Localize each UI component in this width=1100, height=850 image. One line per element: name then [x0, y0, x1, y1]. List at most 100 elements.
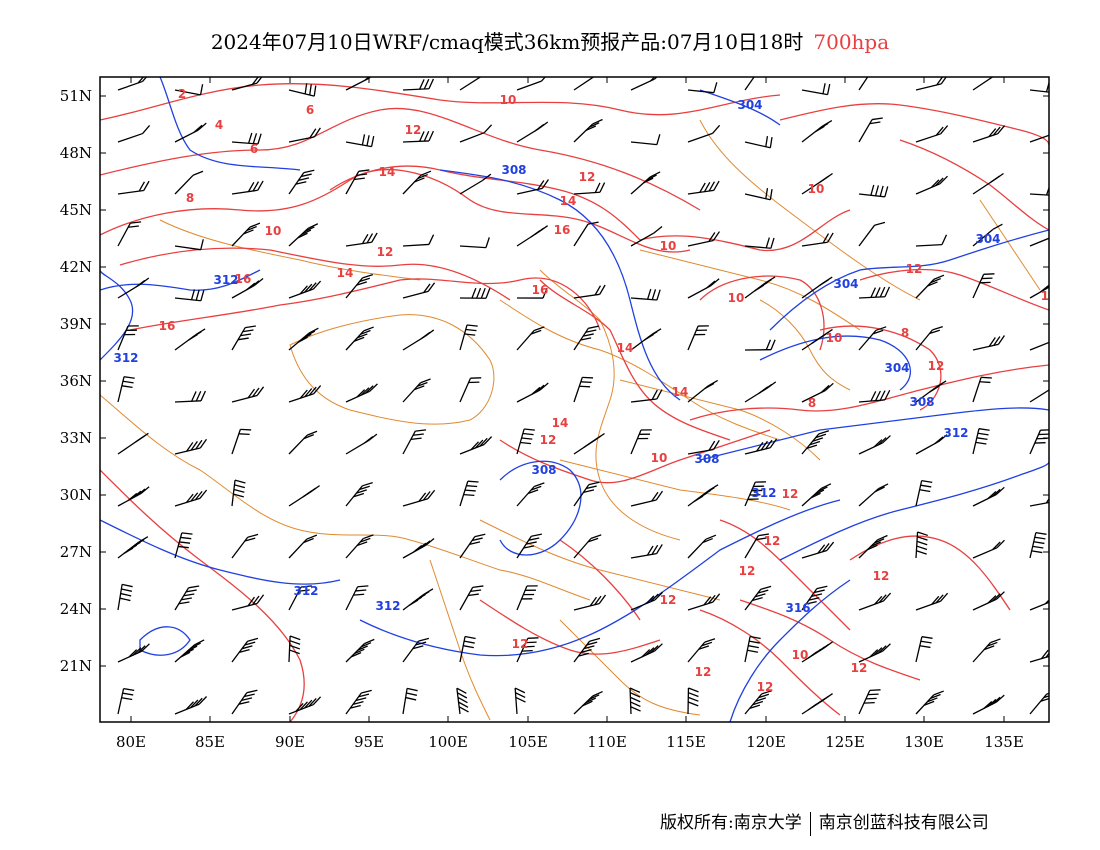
wind-barb [117, 180, 150, 195]
wind-barb [174, 639, 205, 663]
wind-barb [174, 696, 208, 715]
wind-barb [801, 276, 833, 299]
temperature-label: 16 [554, 223, 571, 237]
wind-barb [629, 687, 641, 715]
temperature-label: 4 [215, 118, 223, 132]
wind-barb [744, 339, 776, 351]
wind-barb [972, 591, 1005, 611]
lat-tick-label: 27N [60, 543, 92, 561]
temperature-label: 2 [178, 87, 186, 101]
wind-barb [231, 222, 261, 247]
wind-barb [744, 438, 778, 455]
wind-barb [516, 326, 545, 351]
temperature-label: 16 [159, 319, 176, 333]
lon-tick-label: 130E [904, 733, 944, 751]
lat-tick-label: 45N [60, 201, 92, 219]
height-label: 312 [375, 599, 400, 613]
height-label: 304 [833, 277, 858, 291]
wind-barb [402, 78, 435, 91]
temperature-label: 6 [306, 103, 314, 117]
height-label: 316 [785, 601, 810, 615]
lat-tick-label: 42N [60, 258, 92, 276]
wind-barb [915, 434, 948, 455]
wind-barb [231, 689, 258, 715]
wind-barb [345, 77, 372, 91]
wind-barb [345, 534, 374, 559]
wind-barb [915, 125, 949, 143]
wind-barb [573, 221, 599, 247]
wind-barb [915, 380, 947, 403]
wind-barb [801, 232, 834, 247]
longitude-axis: 80E 85E 90E 95E 100E 105E 110E 115E 120E 125E 130E… [116, 77, 1024, 751]
wind-barb [858, 643, 891, 663]
wind-barb [231, 180, 264, 195]
wind-barb [801, 120, 833, 143]
wind-barb [456, 687, 469, 715]
wind-barb [573, 376, 594, 403]
wind-barb [573, 481, 600, 507]
wind-barb [573, 432, 605, 455]
wind-barb [744, 187, 773, 201]
wind-barb [915, 592, 949, 611]
wind-barb [744, 276, 776, 299]
lat-tick-label: 21N [60, 657, 92, 675]
wind-barb [744, 533, 770, 559]
wind-barb [459, 635, 476, 663]
wind-barb [573, 182, 606, 195]
wind-barb [288, 696, 322, 715]
wind-barb [402, 538, 435, 559]
wind-barb [1029, 532, 1047, 559]
temperature-label: 14 [379, 165, 396, 179]
wind-barb [972, 694, 1005, 715]
temperature-label: 10 [728, 291, 745, 305]
wind-barb [345, 274, 373, 299]
wind-barb [801, 585, 828, 611]
wind-barb [744, 585, 772, 611]
wind-barb [687, 439, 720, 455]
lon-tick-label: 100E [428, 733, 468, 751]
temperature-label: 6 [250, 142, 258, 156]
wind-barb [345, 169, 370, 195]
wind-barb [516, 287, 548, 299]
wind-barb [573, 594, 607, 611]
wind-barb [345, 433, 378, 455]
temperature-label: 12 [906, 262, 923, 276]
wind-barb [801, 483, 832, 507]
wind-barb [915, 234, 948, 247]
wind-barb [345, 481, 373, 507]
wind-barb [117, 124, 151, 143]
wind-barb [174, 84, 204, 96]
temperature-label: 8 [186, 191, 194, 205]
latitude-axis: 51N 48N 45N 42N 39N 36N 33N 30N 27N 24N 21N [60, 87, 1049, 675]
wind-barb [402, 687, 418, 715]
wind-barb [744, 381, 777, 403]
wind-barb [972, 172, 1004, 195]
wind-barb [1029, 341, 1049, 351]
wind-barb [174, 489, 208, 507]
wind-barb [516, 585, 538, 611]
wind-barb [402, 282, 436, 299]
height-label: 304 [884, 361, 909, 375]
wind-barb [231, 325, 256, 351]
temperature-label: 12 [579, 170, 596, 184]
wind-barb [972, 638, 1001, 663]
footer-owner: 版权所有:南京大学 [660, 813, 802, 833]
lon-tick-label: 125E [825, 733, 865, 751]
wind-barb [858, 286, 891, 299]
wind-barb [687, 231, 720, 247]
wind-barb [231, 533, 259, 559]
temperature-label: 12 [873, 569, 890, 583]
temperature-label: 10 [500, 93, 517, 107]
wind-barb [288, 223, 319, 247]
temperature-label: 12 [1041, 289, 1058, 303]
lat-tick-label: 33N [60, 429, 92, 447]
wind-barb [459, 480, 479, 507]
wind-barb [345, 383, 378, 403]
wind-barb [516, 482, 545, 507]
wind-barb [288, 485, 320, 507]
wind-barb [801, 328, 833, 351]
wind-barb [858, 117, 883, 143]
footer-separator [809, 811, 811, 836]
wind-barb [402, 429, 427, 455]
